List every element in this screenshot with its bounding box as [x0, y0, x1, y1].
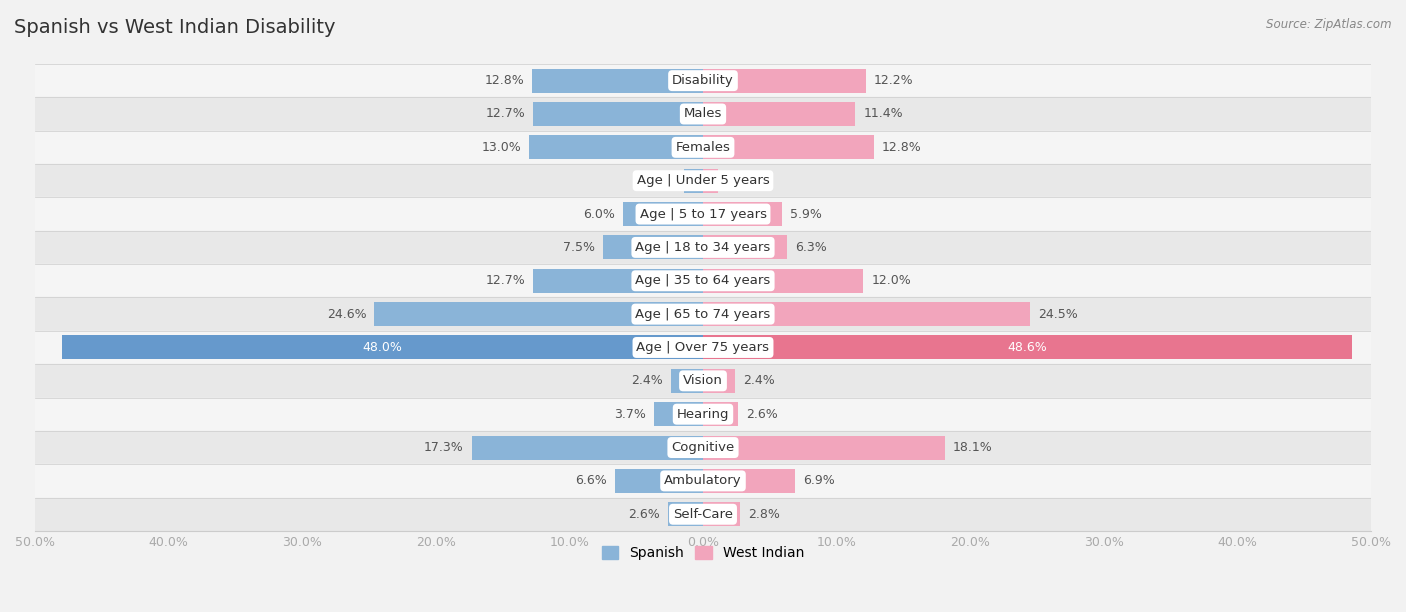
Bar: [62, 335, 703, 359]
Text: 13.0%: 13.0%: [481, 141, 522, 154]
Bar: [35, 198, 1371, 231]
Bar: [35, 297, 1371, 331]
Text: 6.3%: 6.3%: [796, 241, 827, 254]
Text: Cognitive: Cognitive: [672, 441, 734, 454]
Text: Source: ZipAtlas.com: Source: ZipAtlas.com: [1267, 18, 1392, 31]
Bar: [623, 202, 703, 226]
Bar: [35, 231, 1371, 264]
Bar: [703, 236, 787, 259]
Text: 24.5%: 24.5%: [1039, 308, 1078, 321]
Text: Hearing: Hearing: [676, 408, 730, 420]
Text: 2.4%: 2.4%: [744, 375, 775, 387]
Bar: [531, 69, 703, 92]
Bar: [533, 269, 703, 293]
Text: 11.4%: 11.4%: [863, 108, 903, 121]
Text: Age | 18 to 34 years: Age | 18 to 34 years: [636, 241, 770, 254]
Text: 18.1%: 18.1%: [953, 441, 993, 454]
Text: 48.0%: 48.0%: [363, 341, 402, 354]
Text: 6.6%: 6.6%: [575, 474, 607, 487]
Bar: [668, 502, 703, 526]
Text: 12.7%: 12.7%: [485, 108, 526, 121]
Bar: [35, 498, 1371, 531]
Bar: [35, 97, 1371, 131]
Bar: [614, 469, 703, 493]
Text: Males: Males: [683, 108, 723, 121]
Bar: [703, 369, 735, 393]
Text: 3.7%: 3.7%: [613, 408, 645, 420]
Bar: [671, 369, 703, 393]
Text: 6.9%: 6.9%: [803, 474, 835, 487]
Bar: [703, 69, 866, 92]
Text: Vision: Vision: [683, 375, 723, 387]
Bar: [703, 169, 717, 193]
Bar: [703, 202, 782, 226]
Text: 24.6%: 24.6%: [326, 308, 367, 321]
Bar: [703, 135, 875, 159]
Text: 7.5%: 7.5%: [562, 241, 595, 254]
Text: 2.8%: 2.8%: [748, 508, 780, 521]
Text: 17.3%: 17.3%: [425, 441, 464, 454]
Bar: [703, 502, 741, 526]
Bar: [685, 169, 703, 193]
Text: 1.1%: 1.1%: [725, 174, 758, 187]
Bar: [35, 164, 1371, 198]
Bar: [703, 102, 855, 126]
Bar: [703, 335, 1353, 359]
Text: Age | 5 to 17 years: Age | 5 to 17 years: [640, 207, 766, 220]
Text: Age | 65 to 74 years: Age | 65 to 74 years: [636, 308, 770, 321]
Bar: [533, 102, 703, 126]
Bar: [35, 398, 1371, 431]
Bar: [703, 469, 796, 493]
Bar: [35, 64, 1371, 97]
Text: 12.8%: 12.8%: [484, 74, 524, 87]
Text: Disability: Disability: [672, 74, 734, 87]
Text: Age | 35 to 64 years: Age | 35 to 64 years: [636, 274, 770, 287]
Bar: [703, 436, 945, 460]
Bar: [703, 302, 1031, 326]
Bar: [472, 436, 703, 460]
Text: 1.4%: 1.4%: [644, 174, 676, 187]
Legend: Spanish, West Indian: Spanish, West Indian: [596, 541, 810, 566]
Bar: [654, 402, 703, 426]
Text: Age | Over 75 years: Age | Over 75 years: [637, 341, 769, 354]
Text: 2.6%: 2.6%: [745, 408, 778, 420]
Text: Age | Under 5 years: Age | Under 5 years: [637, 174, 769, 187]
Bar: [35, 331, 1371, 364]
Text: 2.6%: 2.6%: [628, 508, 661, 521]
Text: 5.9%: 5.9%: [790, 207, 821, 220]
Bar: [529, 135, 703, 159]
Bar: [703, 269, 863, 293]
Text: Ambulatory: Ambulatory: [664, 474, 742, 487]
Bar: [35, 364, 1371, 398]
Bar: [35, 431, 1371, 465]
Bar: [603, 236, 703, 259]
Text: 6.0%: 6.0%: [583, 207, 614, 220]
Text: 12.2%: 12.2%: [875, 74, 914, 87]
Bar: [35, 131, 1371, 164]
Text: Spanish vs West Indian Disability: Spanish vs West Indian Disability: [14, 18, 336, 37]
Text: Females: Females: [675, 141, 731, 154]
Text: Self-Care: Self-Care: [673, 508, 733, 521]
Bar: [374, 302, 703, 326]
Text: 12.8%: 12.8%: [882, 141, 922, 154]
Bar: [703, 402, 738, 426]
Text: 12.7%: 12.7%: [485, 274, 526, 287]
Bar: [35, 264, 1371, 297]
Text: 48.6%: 48.6%: [1008, 341, 1047, 354]
Text: 2.4%: 2.4%: [631, 375, 662, 387]
Text: 12.0%: 12.0%: [872, 274, 911, 287]
Bar: [35, 465, 1371, 498]
